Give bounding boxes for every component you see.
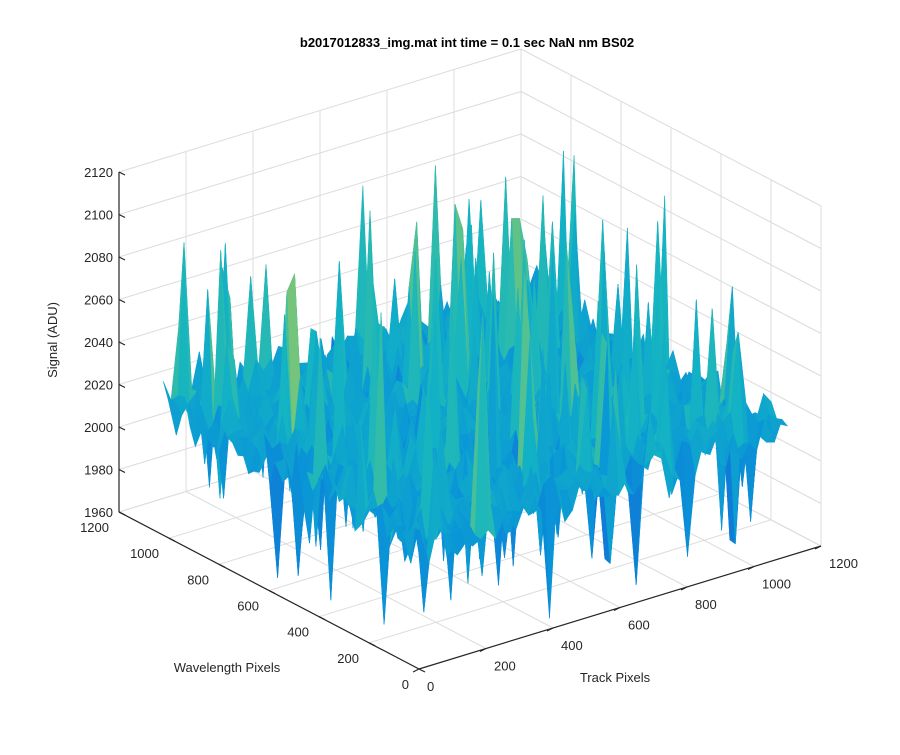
x-tick	[747, 565, 755, 571]
z-tick-label: 1980	[84, 463, 113, 478]
x-tick-label: 800	[695, 597, 717, 612]
surface-patch	[269, 461, 284, 578]
surface-patch	[743, 442, 757, 512]
x-tick-label: 200	[494, 659, 516, 674]
z-tick	[118, 468, 126, 474]
y-tick-label: 200	[337, 651, 359, 666]
y-tick-label: 800	[187, 572, 209, 587]
x-tick	[814, 545, 822, 550]
y-tick	[368, 642, 376, 647]
x-axis-label: Track Pixels	[580, 670, 651, 685]
y-tick	[168, 537, 176, 542]
y-tick	[268, 589, 276, 595]
z-tick	[118, 341, 126, 346]
z-tick-label: 2100	[84, 208, 113, 223]
y-tick	[118, 511, 126, 516]
z-tick-label: 2020	[84, 378, 113, 393]
x-tick-label: 600	[628, 618, 650, 633]
z-tick	[118, 213, 126, 219]
y-tick-label: 600	[237, 599, 259, 614]
z-tick	[118, 426, 126, 431]
z-tick-label: 2120	[84, 165, 113, 180]
y-tick-label: 400	[287, 625, 309, 640]
x-tick	[680, 586, 688, 591]
x-tick	[412, 668, 420, 673]
z-tick	[118, 256, 126, 261]
y-tick	[218, 563, 226, 568]
x-tick-label: 1000	[762, 577, 791, 592]
z-tick-label: 2040	[84, 335, 113, 350]
y-tick-label: 1000	[130, 546, 159, 561]
x-tick-label: 1200	[829, 556, 858, 571]
y-tick	[418, 668, 426, 673]
z-tick-label: 2060	[84, 293, 113, 308]
surface-plot-area	[163, 150, 789, 625]
y-tick-label: 0	[402, 677, 409, 692]
z-tick-label: 2000	[84, 420, 113, 435]
z-axis-label: Signal (ADU)	[45, 302, 60, 378]
y-axis-label: Wavelength Pixels	[174, 660, 281, 675]
z-tick-label: 1960	[84, 505, 113, 520]
x-tick-label: 0	[427, 679, 434, 694]
ticks: 1960198020002020204020602080210021200200…	[80, 165, 858, 694]
grid-line	[368, 519, 772, 644]
surface-patch	[412, 526, 428, 553]
z-tick	[118, 298, 126, 304]
chart-title: b2017012833_img.mat int time = 0.1 sec N…	[300, 35, 634, 50]
x-tick	[546, 627, 554, 632]
z-tick	[118, 171, 126, 176]
x-tick	[613, 606, 621, 612]
z-tick	[118, 383, 126, 389]
x-tick	[479, 647, 487, 653]
x-tick-label: 400	[561, 638, 583, 653]
y-tick	[318, 616, 326, 621]
surface-patch	[258, 264, 272, 375]
y-tick-label: 1200	[80, 520, 109, 535]
z-tick-label: 2080	[84, 250, 113, 265]
